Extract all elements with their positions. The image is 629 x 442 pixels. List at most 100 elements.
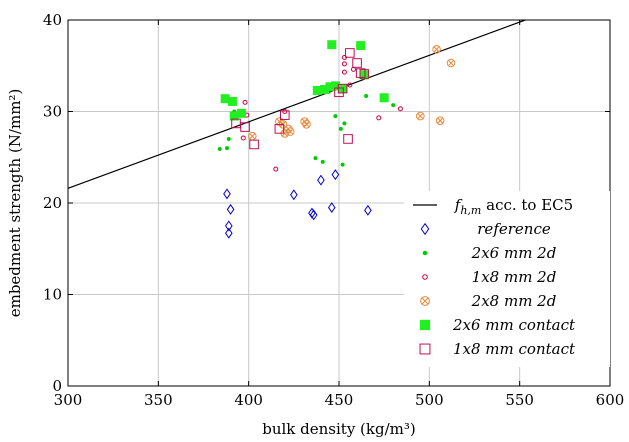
data-point-ring (285, 127, 295, 136)
legend-label: 1x8 mm contact (453, 340, 576, 358)
legend-symbol (420, 222, 430, 236)
data-point-cross (417, 113, 424, 120)
data-point (240, 135, 246, 141)
data-point (229, 111, 239, 121)
data-point (364, 93, 369, 98)
legend-box (404, 191, 610, 367)
data-point (224, 146, 229, 151)
data-point (285, 127, 295, 136)
data-point (223, 188, 231, 200)
data-point (432, 44, 441, 54)
data-point (280, 110, 290, 120)
data-point (347, 82, 353, 88)
series-2x8-mm-2d (247, 44, 456, 141)
data-point-cross (303, 121, 310, 128)
data-point (364, 204, 372, 216)
x-tick-label: 450 (325, 391, 354, 409)
y-tick-labels: 0 10 20 30 40 (43, 11, 62, 395)
data-point (320, 159, 325, 164)
data-point (340, 162, 345, 167)
data-point (226, 136, 231, 141)
data-point-cross (433, 46, 440, 53)
y-tick-label: 40 (43, 11, 62, 29)
legend-symbol (419, 343, 431, 355)
x-axis-label: bulk density (kg/m³) (262, 420, 416, 438)
series-2x6-mm-2d (217, 93, 396, 167)
x-tick-label: 400 (234, 391, 263, 409)
legend-label: 2x8 mm 2d (471, 292, 557, 310)
series-1x8-mm-contact (231, 48, 370, 150)
data-point (249, 139, 259, 150)
legend-label-ec5: fh,m acc. to EC5 (454, 196, 573, 217)
y-tick-label: 30 (43, 103, 62, 121)
data-point (327, 202, 336, 214)
data-point (312, 85, 322, 95)
data-point (227, 96, 237, 106)
legend-symbol-ring (420, 296, 430, 306)
data-point (220, 94, 230, 104)
data-point (325, 82, 335, 92)
legend: fh,m acc. to EC5 reference 2x6 mm 2d 1x8 mm… (404, 191, 610, 367)
data-point (240, 122, 250, 132)
data-point (435, 116, 445, 125)
data-point (313, 156, 318, 161)
x-tick-label: 600 (596, 391, 625, 409)
data-point (317, 174, 325, 186)
data-points (217, 40, 456, 239)
data-point (274, 124, 285, 134)
data-point (236, 108, 246, 118)
data-point (342, 121, 347, 126)
data-point (376, 115, 382, 121)
legend-label: 2x6 mm contact (452, 316, 576, 334)
legend-symbol (422, 274, 428, 280)
data-point (282, 109, 288, 114)
data-point (309, 209, 318, 221)
data-point-ring (300, 117, 309, 126)
data-point (224, 220, 233, 232)
legend-label: 1x8 mm 2d (472, 268, 557, 286)
data-point (273, 166, 279, 172)
data-point (247, 131, 257, 141)
data-point (391, 103, 396, 108)
data-point (302, 120, 311, 129)
y-tick-label: 20 (43, 194, 62, 212)
legend-label: 2x6 mm 2d (471, 244, 557, 262)
legend-symbol (420, 296, 430, 306)
data-point-cross (437, 117, 444, 124)
legend-symbol (419, 319, 431, 331)
data-point (359, 70, 369, 80)
data-point (300, 117, 309, 126)
data-point (333, 114, 338, 119)
data-point-ring (302, 120, 311, 129)
data-point-ring (432, 44, 441, 54)
data-point (242, 99, 248, 105)
data-point (337, 83, 348, 94)
legend-label: reference (477, 220, 551, 238)
y-tick-label: 10 (43, 286, 62, 304)
data-point (356, 41, 366, 51)
data-point (217, 147, 222, 152)
data-point (290, 189, 298, 201)
data-point (359, 69, 370, 79)
data-point (341, 69, 347, 75)
data-point (334, 87, 344, 98)
y-axis-label: embedment strength (N/mm²) (6, 89, 24, 318)
legend-symbol (422, 250, 428, 256)
legend-symbol-cross (421, 297, 429, 305)
data-point (320, 85, 330, 95)
data-point (345, 48, 355, 58)
data-point (331, 169, 340, 181)
data-point-cross (447, 59, 455, 67)
data-point (338, 126, 343, 131)
data-point (338, 84, 348, 94)
data-point (343, 134, 353, 144)
data-point (379, 93, 389, 103)
data-point (355, 68, 366, 78)
series-1x8-mm-2d (240, 55, 403, 172)
x-tick-label: 350 (144, 391, 173, 409)
data-point-ring (284, 124, 293, 134)
ec5-line (67, 19, 526, 189)
x-tick-labels: 300 350 400 450 500 550 600 (54, 391, 625, 409)
x-tick-label: 550 (505, 391, 534, 409)
